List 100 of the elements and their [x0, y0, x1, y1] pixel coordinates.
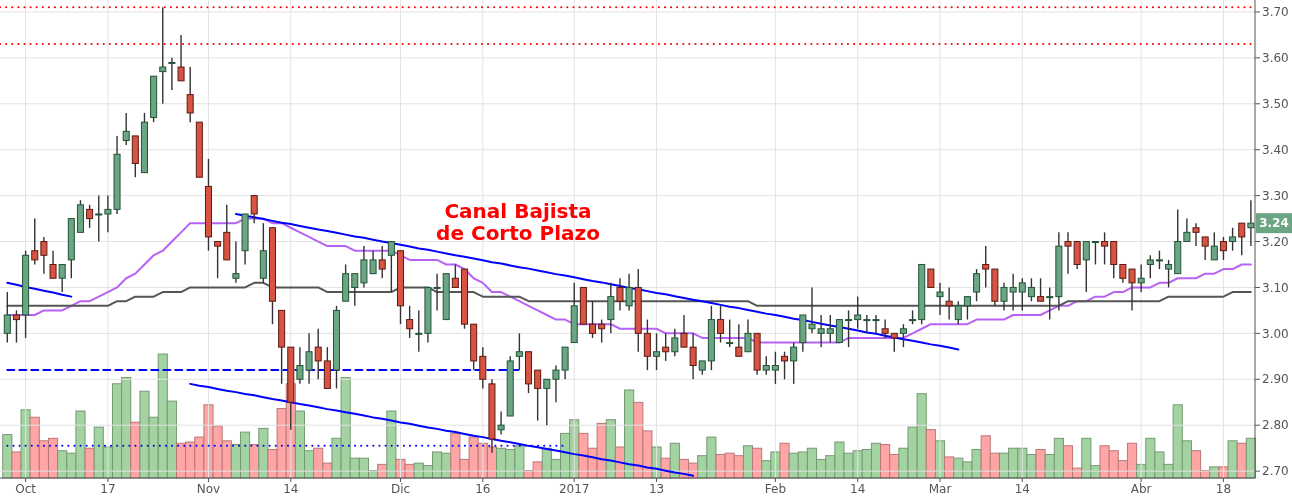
- bar: [258, 427, 269, 479]
- candlestick: [86, 204, 94, 229]
- candlestick: [40, 236, 48, 275]
- candlestick: [1101, 231, 1109, 266]
- candlestick: [607, 282, 615, 335]
- candlestick: [214, 240, 222, 279]
- candlestick: [387, 240, 395, 293]
- x-tick-label: Nov: [196, 482, 221, 496]
- candlestick: [415, 309, 423, 353]
- candlestick: [1155, 250, 1163, 270]
- x-tick-label: 14: [283, 482, 299, 496]
- candlestick: [58, 263, 66, 293]
- candlestick: [781, 351, 789, 380]
- candlestick: [881, 318, 889, 339]
- candlestick: [479, 346, 487, 390]
- candlestick: [927, 268, 935, 288]
- candlestick: [1229, 227, 1237, 252]
- y-tick-label: 3.10: [1262, 280, 1289, 295]
- y-tick-label: 2.70: [1262, 464, 1289, 479]
- candlestick: [945, 286, 953, 321]
- candlestick: [1192, 222, 1200, 247]
- candlestick: [726, 318, 734, 348]
- candlestick: [186, 66, 194, 123]
- candlestick: [653, 332, 661, 371]
- candlestick: [95, 194, 103, 243]
- candlestick: [744, 318, 752, 353]
- candlestick: [1091, 240, 1099, 266]
- candlestick: [762, 355, 770, 376]
- candlestick: [735, 323, 743, 358]
- annotation: Canal Bajista de Corto Plazo: [436, 199, 600, 245]
- annotation: 3.24: [1259, 216, 1289, 231]
- line-series: [6, 281, 73, 298]
- candlestick: [351, 272, 359, 307]
- x-tick-label: 14: [850, 482, 866, 496]
- candlestick: [314, 328, 322, 380]
- x-tick-label: 13: [648, 482, 665, 496]
- candlestick: [954, 300, 962, 325]
- x-tick-label: 17: [100, 482, 116, 496]
- candlestick: [835, 319, 843, 344]
- candlestick: [854, 295, 862, 330]
- candlestick: [451, 263, 459, 289]
- candlestick: [790, 341, 798, 385]
- candlestick: [963, 295, 971, 321]
- candlestick: [598, 318, 606, 344]
- candlestick: [232, 240, 240, 284]
- y-tick-label: 3.70: [1262, 5, 1289, 20]
- candlestick: [31, 217, 39, 266]
- bar: [386, 410, 397, 479]
- candlestick: [936, 282, 944, 316]
- y-tick-label: 2.90: [1262, 372, 1289, 387]
- y-tick-label: 2.80: [1262, 418, 1289, 433]
- y-tick-label: 3.50: [1262, 96, 1289, 111]
- candlestick: [1110, 240, 1118, 279]
- candlestick: [717, 305, 725, 344]
- candlestick: [1201, 236, 1209, 261]
- x-tick-label: 14: [1014, 482, 1030, 496]
- candlestick: [826, 314, 834, 344]
- candlestick: [12, 309, 20, 344]
- candlestick: [250, 194, 258, 224]
- candlestick: [1037, 277, 1045, 302]
- candlestick: [177, 34, 185, 82]
- candlestick: [3, 291, 11, 344]
- x-tick-label: Dic: [390, 482, 411, 496]
- candlestick: [122, 112, 130, 146]
- candlestick: [1018, 277, 1026, 312]
- candlestick: [159, 6, 167, 105]
- x-tick-label: 16: [475, 482, 491, 496]
- candlestick: [616, 277, 624, 312]
- x-tick-label: Abr: [1130, 482, 1152, 496]
- candlestick: [1219, 236, 1227, 261]
- y-tick-label: 3.40: [1262, 142, 1289, 157]
- candlestick: [534, 369, 542, 422]
- x-tick-label: Mar: [928, 482, 952, 496]
- candlestick: [671, 328, 679, 358]
- candlestick: [1238, 222, 1246, 256]
- candlestick: [49, 250, 57, 279]
- y-tick-label: 3.20: [1262, 234, 1289, 249]
- x-tick-label: Feb: [764, 482, 787, 496]
- candlestick: [406, 305, 414, 339]
- candlestick: [1027, 277, 1035, 302]
- candlestick: [543, 378, 551, 426]
- candlestick: [845, 309, 853, 348]
- bar: [1227, 440, 1238, 479]
- candlestick: [1183, 217, 1191, 243]
- candlestick: [1137, 263, 1145, 293]
- candlestick: [890, 332, 898, 353]
- candlestick: [497, 410, 505, 436]
- candlestick: [515, 332, 523, 371]
- candlestick: [1165, 259, 1173, 289]
- x-tick-label: 18: [1215, 482, 1232, 496]
- candlestick: [662, 332, 670, 362]
- candlestick: [1210, 231, 1218, 261]
- y-tick-label: 3.00: [1262, 326, 1289, 341]
- candlestick: [771, 351, 779, 385]
- y-tick-label: 3.30: [1262, 188, 1289, 203]
- candlestick: [168, 57, 176, 91]
- y-tick-label: 3.60: [1262, 51, 1289, 66]
- candlestick: [982, 245, 990, 289]
- candlestick: [625, 272, 633, 312]
- x-tick-label: 2017: [558, 482, 590, 496]
